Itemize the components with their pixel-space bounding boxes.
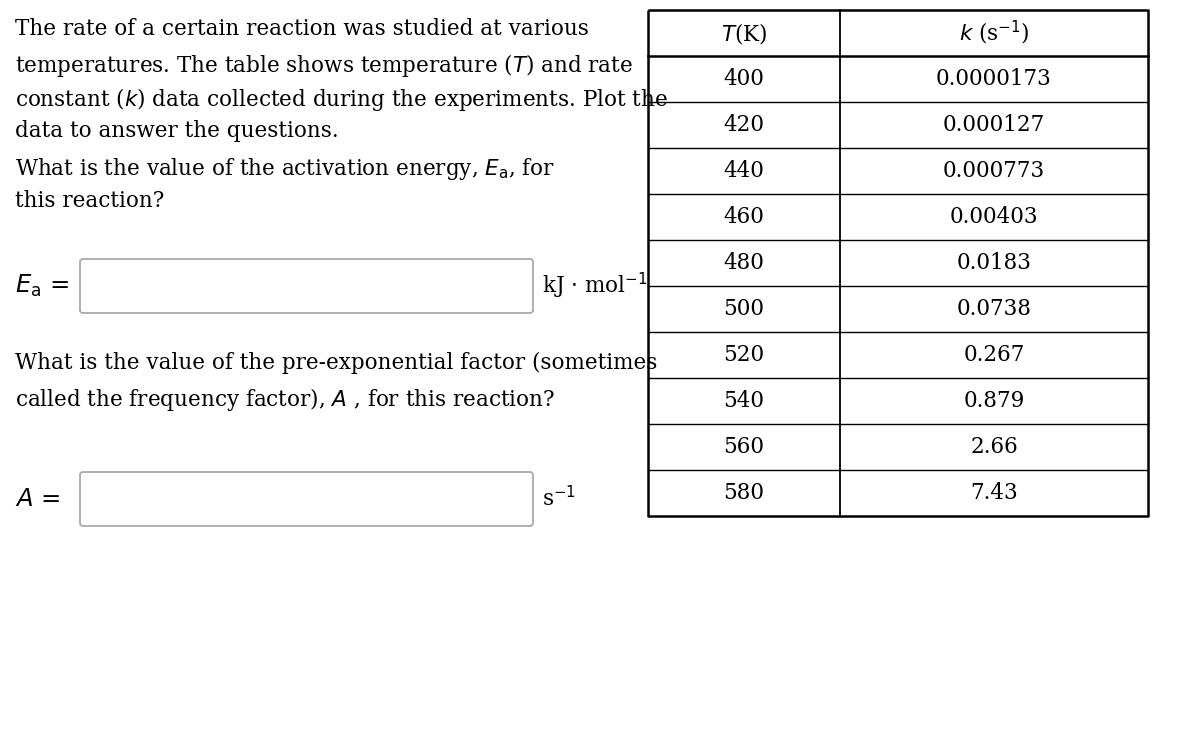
Text: 560: 560 [724,436,764,458]
Text: $E_\mathrm{a}$ =: $E_\mathrm{a}$ = [14,273,68,299]
Text: 0.0000173: 0.0000173 [936,68,1052,90]
FancyBboxPatch shape [80,472,533,526]
FancyBboxPatch shape [80,259,533,313]
Text: kJ $\cdot$ mol$^{-1}$: kJ $\cdot$ mol$^{-1}$ [542,271,647,301]
Text: $A$ =: $A$ = [14,488,60,511]
Text: 440: 440 [724,160,764,182]
Text: this reaction?: this reaction? [14,190,164,212]
Text: What is the value of the pre-exponential factor (sometimes: What is the value of the pre-exponential… [14,352,658,374]
Text: s$^{-1}$: s$^{-1}$ [542,487,576,512]
Text: temperatures. The table shows temperature ($T$) and rate: temperatures. The table shows temperatur… [14,52,634,79]
Text: 480: 480 [724,252,764,274]
Text: The rate of a certain reaction was studied at various: The rate of a certain reaction was studi… [14,18,589,40]
Text: 500: 500 [724,298,764,320]
Text: 0.00403: 0.00403 [949,206,1038,228]
Text: 520: 520 [724,344,764,366]
Text: 7.43: 7.43 [970,482,1018,504]
Text: 0.879: 0.879 [964,390,1025,412]
Text: 420: 420 [724,114,764,136]
Text: 2.66: 2.66 [970,436,1018,458]
Text: 580: 580 [724,482,764,504]
Text: What is the value of the activation energy, $E_\mathrm{a}$, for: What is the value of the activation ener… [14,156,554,182]
Text: $\boldsymbol{\mathit{T}}$(K): $\boldsymbol{\mathit{T}}$(K) [721,20,767,46]
Text: called the frequency factor), $A$ , for this reaction?: called the frequency factor), $A$ , for … [14,386,554,413]
Text: data to answer the questions.: data to answer the questions. [14,120,338,142]
Text: 0.267: 0.267 [964,344,1025,366]
Text: 0.000127: 0.000127 [943,114,1045,136]
Text: 540: 540 [724,390,764,412]
Text: constant ($k$) data collected during the experiments. Plot the: constant ($k$) data collected during the… [14,86,668,113]
Text: 400: 400 [724,68,764,90]
Text: $\boldsymbol{\mathit{k}}$ (s$^{-1}$): $\boldsymbol{\mathit{k}}$ (s$^{-1}$) [959,19,1030,47]
Text: 0.000773: 0.000773 [943,160,1045,182]
Text: 0.0183: 0.0183 [956,252,1032,274]
Text: 0.0738: 0.0738 [956,298,1032,320]
Text: 460: 460 [724,206,764,228]
